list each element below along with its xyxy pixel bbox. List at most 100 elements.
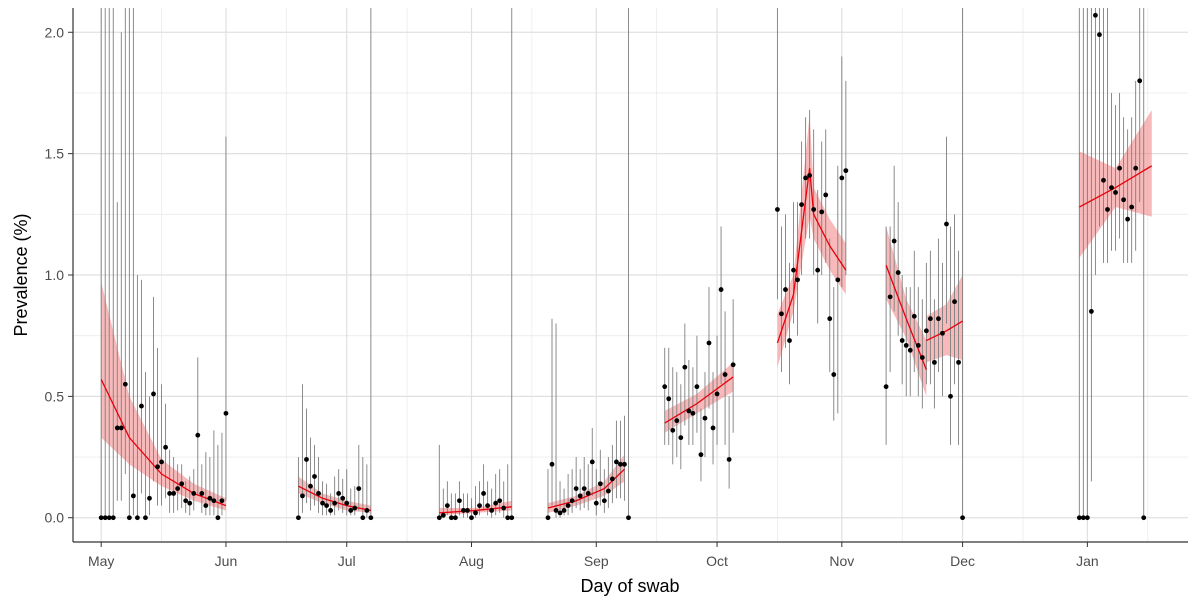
data-point <box>803 175 808 181</box>
data-point <box>835 277 841 283</box>
data-point <box>787 338 792 343</box>
x-tick-label: Oct <box>706 553 728 569</box>
data-point <box>114 425 120 431</box>
data-point <box>702 415 708 421</box>
data-point <box>444 503 450 508</box>
fit-line-round-6 <box>776 168 847 344</box>
data-point <box>1105 207 1110 212</box>
y-axis-ticks: 0.0 0.5 1.0 1.5 2.0 <box>45 24 73 526</box>
data-point <box>1125 216 1131 222</box>
data-point <box>903 342 909 348</box>
data-point <box>698 452 704 458</box>
fit-ribbon-round-7 <box>926 275 963 363</box>
x-axis-title: Day of swab <box>580 576 679 596</box>
data-point <box>952 299 957 305</box>
data-point <box>167 491 173 496</box>
data-point <box>324 503 329 508</box>
x-tick-label: Nov <box>829 553 854 569</box>
data-point <box>163 444 168 450</box>
data-point <box>706 340 712 346</box>
data-point <box>356 486 362 491</box>
data-point <box>895 270 901 275</box>
data-point <box>730 362 736 368</box>
data-point <box>1109 185 1114 191</box>
data-point <box>332 500 338 506</box>
data-point <box>352 505 358 511</box>
fit-ribbon-round-5 <box>664 362 734 433</box>
data-point <box>1097 32 1102 38</box>
data-point <box>932 359 937 365</box>
data-point <box>477 503 482 508</box>
data-point <box>364 508 370 513</box>
data-point <box>1133 165 1139 171</box>
x-axis-ticks: May Jun Jul Aug Sep Oct Nov Dec Jan <box>88 542 1099 569</box>
data-point <box>891 238 897 244</box>
data-point <box>215 515 221 521</box>
data-point <box>1113 190 1118 195</box>
data-point <box>585 491 591 496</box>
fit-line-round-7 <box>885 265 927 370</box>
fit-line-round-7 <box>926 320 963 342</box>
data-point <box>440 512 446 518</box>
data-points <box>98 12 1147 521</box>
data-point <box>171 491 177 496</box>
data-point <box>811 207 817 212</box>
data-point <box>605 488 611 494</box>
data-point <box>927 316 933 322</box>
data-point <box>199 491 205 496</box>
data-point <box>622 461 627 467</box>
data-point <box>710 425 716 431</box>
data-point <box>956 359 961 365</box>
data-point <box>883 384 889 390</box>
data-point <box>714 391 720 397</box>
data-point <box>130 493 136 499</box>
data-point <box>143 515 148 521</box>
data-point <box>545 515 551 521</box>
data-point <box>722 372 728 377</box>
data-point <box>159 459 164 465</box>
data-point <box>919 355 925 360</box>
data-point <box>340 495 346 501</box>
data-point <box>936 316 941 322</box>
data-point <box>509 515 515 521</box>
fit-line-round-8 <box>1079 165 1153 208</box>
data-point <box>686 408 692 414</box>
data-point <box>481 491 486 496</box>
y-axis-title: Prevalence (%) <box>11 213 31 336</box>
data-point <box>726 457 732 462</box>
data-point <box>308 483 313 489</box>
data-point <box>473 510 478 516</box>
data-point <box>485 503 491 508</box>
data-point <box>601 498 607 504</box>
data-point <box>135 515 140 521</box>
data-point <box>106 515 112 521</box>
data-point <box>843 168 849 174</box>
data-point <box>1093 12 1098 18</box>
data-point <box>779 311 784 317</box>
fit-ribbon-round-2 <box>298 476 371 513</box>
data-point <box>219 498 225 504</box>
data-point <box>791 267 796 273</box>
data-point <box>223 410 229 416</box>
data-point <box>614 459 619 465</box>
x-tick-label: Dec <box>950 553 975 569</box>
data-point <box>561 508 567 513</box>
data-point <box>694 384 700 390</box>
data-point <box>553 508 559 513</box>
data-point <box>501 505 507 511</box>
x-tick-label: Jun <box>215 553 238 569</box>
data-point <box>944 221 949 227</box>
data-point <box>461 508 466 513</box>
data-point <box>1088 309 1094 314</box>
data-point <box>344 500 350 506</box>
data-point <box>1129 204 1135 210</box>
data-point <box>807 173 813 178</box>
data-point <box>312 474 317 479</box>
data-point <box>1084 515 1090 521</box>
data-point <box>110 515 116 521</box>
data-point <box>175 486 181 491</box>
data-point <box>618 461 623 467</box>
data-point <box>207 495 213 501</box>
data-point <box>1101 177 1106 183</box>
data-point <box>118 425 124 431</box>
